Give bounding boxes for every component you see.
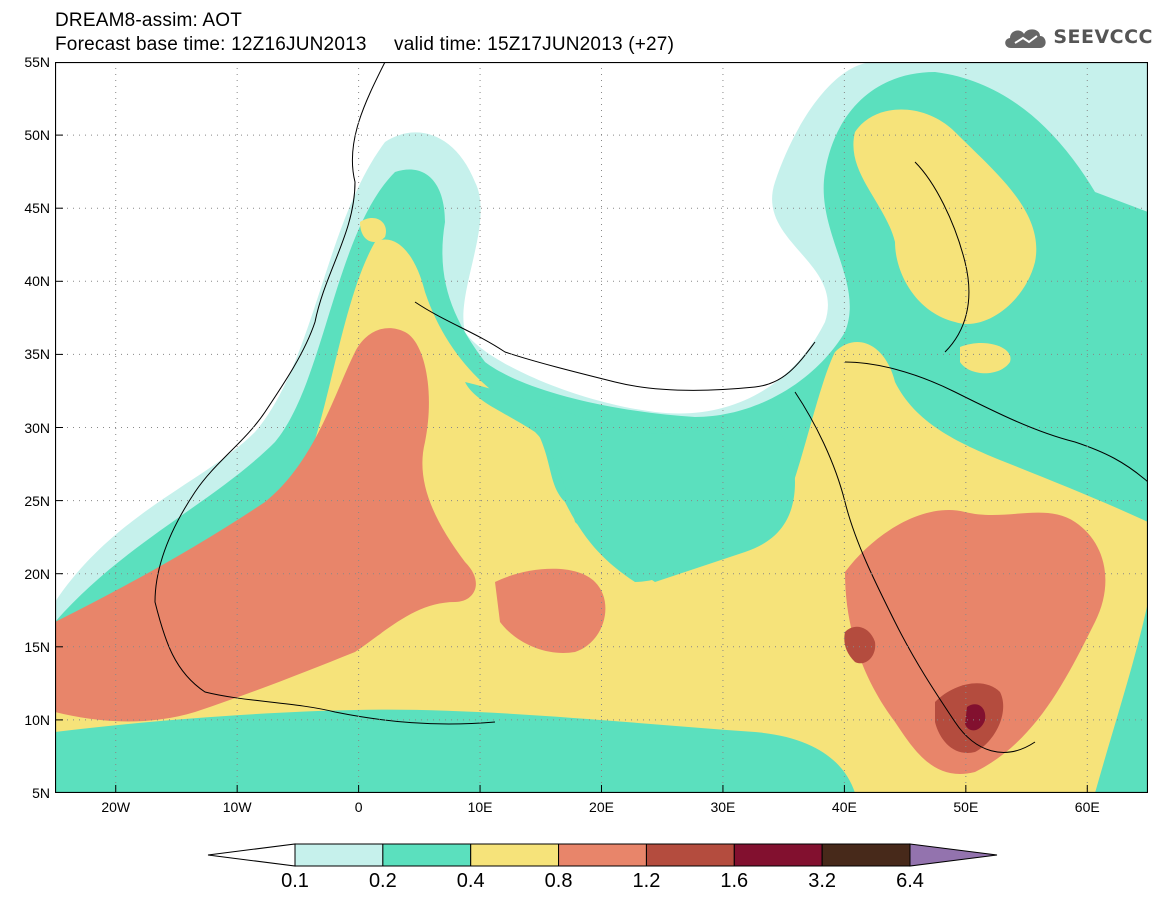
lon-tick-label: 50E <box>953 799 979 815</box>
legend-label: 0.4 <box>456 870 485 892</box>
base-time-label: Forecast base time: <box>55 34 226 55</box>
legend-swatch <box>294 843 384 867</box>
legend-label: 1.6 <box>720 870 749 892</box>
legend-swatch <box>470 843 560 867</box>
lat-tick-label: 15N <box>24 638 50 655</box>
lon-tick-label: 10W <box>222 799 252 815</box>
lat-tick-label: 45N <box>24 200 50 217</box>
aot-band-0.4-patch <box>960 342 1011 374</box>
logo: SEEVCCC <box>1001 22 1153 52</box>
valid-time: 15Z17JUN2013 <box>487 34 623 55</box>
lat-tick-label: 35N <box>24 346 50 363</box>
logo-text: SEEVCCC <box>1053 26 1153 48</box>
aot-band-0.2-north-africa <box>465 382 795 582</box>
lon-tick-label: 10E <box>467 799 493 815</box>
legend-swatch-over <box>909 843 998 867</box>
legend-label: 6.4 <box>896 870 924 892</box>
coastlines <box>154 62 1148 753</box>
legend-label: 0.2 <box>368 870 397 892</box>
aot-band-0.8-sahara <box>55 328 476 722</box>
map-area <box>55 62 1148 793</box>
legend-label: 0.1 <box>281 870 309 892</box>
aot-band-1.6 <box>965 704 986 731</box>
legend-label: 3.2 <box>808 870 837 892</box>
color-legend <box>207 843 998 867</box>
legend-swatch <box>382 843 472 867</box>
aot-band-0.4-caspian <box>853 109 1037 324</box>
legend-swatch <box>821 843 911 867</box>
lon-tick-label: 20E <box>589 799 614 815</box>
aot-band-0.2-south <box>55 709 855 793</box>
lat-tick-label: 10N <box>24 711 50 728</box>
lat-tick-label: 5N <box>32 785 50 801</box>
lon-tick-label: 0 <box>354 799 363 815</box>
aot-band-1.2-red-sea <box>844 626 876 664</box>
legend-swatch <box>558 843 647 867</box>
map-grid <box>55 62 1148 793</box>
legend-swatch <box>645 843 735 867</box>
lead-time: (+27) <box>628 34 675 55</box>
aot-band-0.8-arabia <box>845 510 1106 774</box>
lon-tick-label: 40E <box>831 799 857 815</box>
legend-label: 1.2 <box>632 870 661 892</box>
lon-tick-label: 60E <box>1074 799 1100 815</box>
valid-time-label: valid time: <box>394 34 482 55</box>
map-title: DREAM8-assim: AOT <box>55 10 243 31</box>
lon-tick-label: 20W <box>101 799 131 815</box>
lat-tick-label: 50N <box>24 127 50 144</box>
cloud-icon <box>1005 29 1046 48</box>
lat-tick-label: 20N <box>24 565 50 582</box>
base-time: 12Z16JUN2013 <box>231 34 367 55</box>
map-frame <box>55 62 1148 793</box>
aot-band-0.8-chad <box>495 568 606 653</box>
legend-swatch-under <box>207 843 296 867</box>
lat-tick-label: 30N <box>24 419 50 436</box>
map-subtitle: Forecast base time: 12Z16JUN2013 valid t… <box>55 34 674 56</box>
legend-swatch <box>733 843 823 867</box>
lon-tick-label: 30E <box>710 799 736 815</box>
lat-tick-label: 25N <box>24 492 50 509</box>
legend-label: 0.8 <box>544 870 573 892</box>
lat-tick-label: 55N <box>24 54 50 70</box>
lat-tick-label: 40N <box>24 273 50 290</box>
aot-map <box>55 62 1148 793</box>
aot-band-0.4-patch <box>360 217 386 242</box>
